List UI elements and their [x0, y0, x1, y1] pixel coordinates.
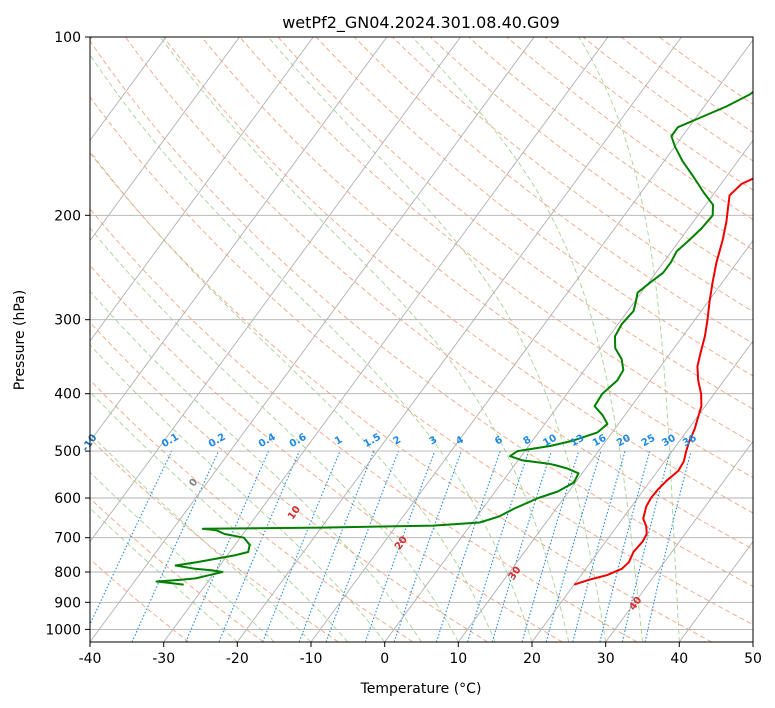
y-tick-label: 300 [54, 313, 81, 329]
y-axis-label: Pressure (hPa) [12, 290, 28, 390]
mixing-ratio-line [466, 450, 530, 642]
x-tick-label: 50 [744, 651, 762, 667]
mixing-ratio-line [572, 450, 626, 642]
x-axis-ticks: -40 -30 -20 -10 0 10 20 30 40 50 [79, 642, 762, 667]
isotherm-line [384, 139, 753, 642]
dry-adiabat-line [201, 37, 753, 479]
dry-adiabat-line [277, 37, 753, 410]
isotherm-line [90, 37, 167, 142]
plot-clip-group [90, 37, 753, 642]
moist-adiabat-line [578, 37, 680, 642]
y-axis-ticks: 100 200 300 400 500 600 700 800 900 1000 [45, 30, 90, 638]
mixing-ratio-label: 6 [493, 434, 505, 447]
isotherm-line [605, 440, 753, 642]
moist-adiabat-line [90, 150, 496, 642]
y-tick-label: 400 [54, 387, 81, 403]
mixing-ratio-line [298, 450, 375, 642]
dry-adiabat-line [430, 37, 753, 281]
dry-adiabat-line [163, 37, 753, 514]
y-tick-label: 500 [54, 444, 81, 460]
dry-adiabat-line [90, 40, 753, 588]
isotherm-line [90, 37, 240, 242]
mixing-ratio-line [185, 450, 270, 642]
chart-title: wetPf2_GN04.2024.301.08.40.G09 [282, 13, 560, 33]
moist-adiabat-line [411, 37, 643, 642]
x-axis-label: Temperature (°C) [360, 681, 482, 697]
y-tick-label: 100 [54, 30, 81, 46]
mixing-ratio-line [325, 450, 400, 642]
y-tick-label: 200 [54, 208, 81, 224]
isotherm-line [90, 37, 388, 443]
mixing-ratio-line [435, 450, 501, 642]
x-tick-label: -30 [152, 651, 175, 667]
moist-adiabat-line [159, 37, 570, 642]
isotherm-line [163, 37, 609, 642]
y-tick-label: 600 [54, 491, 81, 507]
mixing-ratio-label: 1 [333, 434, 345, 447]
mixing-ratio-label: 3 [428, 434, 440, 447]
sounding-line [155, 90, 753, 586]
moist-adiabat-line [90, 391, 349, 642]
mixing-ratio-line [218, 450, 300, 642]
dry-adiabat-line [90, 438, 339, 642]
dry-adiabat-line [315, 37, 753, 377]
y-tick-label: 800 [54, 565, 81, 581]
dry-adiabat-line [90, 321, 488, 642]
x-tick-label: 40 [670, 651, 688, 667]
y-tick-label: 1000 [45, 622, 81, 638]
mixing-ratio-line [599, 450, 651, 642]
dry-adiabat-line [90, 497, 264, 642]
dry-adiabat-line [239, 37, 753, 444]
x-tick-label: 0 [380, 651, 389, 667]
mixing-ratio-line [364, 450, 436, 642]
dry-adiabat-line [90, 208, 638, 642]
mixing-ratio-line [521, 450, 580, 642]
isotherm-line [236, 37, 682, 642]
x-tick-label: 30 [597, 651, 615, 667]
isotherm-line [457, 239, 753, 642]
dry-adiabat-line [90, 264, 563, 642]
mixing-ratio-line [262, 450, 341, 642]
mixing-ratio-label: 2 [391, 434, 403, 447]
x-tick-label: -40 [79, 651, 102, 667]
isotherm-line [90, 37, 314, 342]
mixing-ratio-line [545, 450, 602, 642]
moist-adiabat-line [267, 37, 607, 642]
moist-adiabat-line [90, 227, 459, 642]
x-tick-label: -20 [226, 651, 249, 667]
x-tick-label: 10 [449, 651, 467, 667]
mixing-ratio-line [644, 450, 692, 642]
mixing-ratio-line [90, 450, 173, 626]
mixing-ratio-label: 4 [454, 434, 466, 447]
isotherm-line [531, 340, 753, 642]
dry-adiabat-line [125, 37, 753, 550]
x-tick-label: 20 [523, 651, 541, 667]
x-tick-label: -10 [300, 651, 323, 667]
dry-adiabat-line [90, 96, 753, 626]
isotherm-line [90, 37, 535, 642]
dry-adiabat-line [544, 37, 753, 191]
dry-adiabat-line [506, 37, 753, 221]
sounding-line [573, 177, 753, 586]
dry-adiabat-line [90, 152, 712, 642]
isobars [90, 37, 753, 630]
isotherm-line [310, 39, 753, 642]
mixing-ratio-label: 8 [522, 434, 534, 447]
sounding-series [155, 90, 753, 586]
moist-adiabat-line [90, 290, 422, 642]
plot-frame [89, 36, 754, 643]
moist-adiabats [90, 37, 680, 642]
y-tick-label: 900 [54, 595, 81, 611]
y-tick-label: 700 [54, 531, 81, 547]
moist-adiabat-line [90, 54, 533, 642]
